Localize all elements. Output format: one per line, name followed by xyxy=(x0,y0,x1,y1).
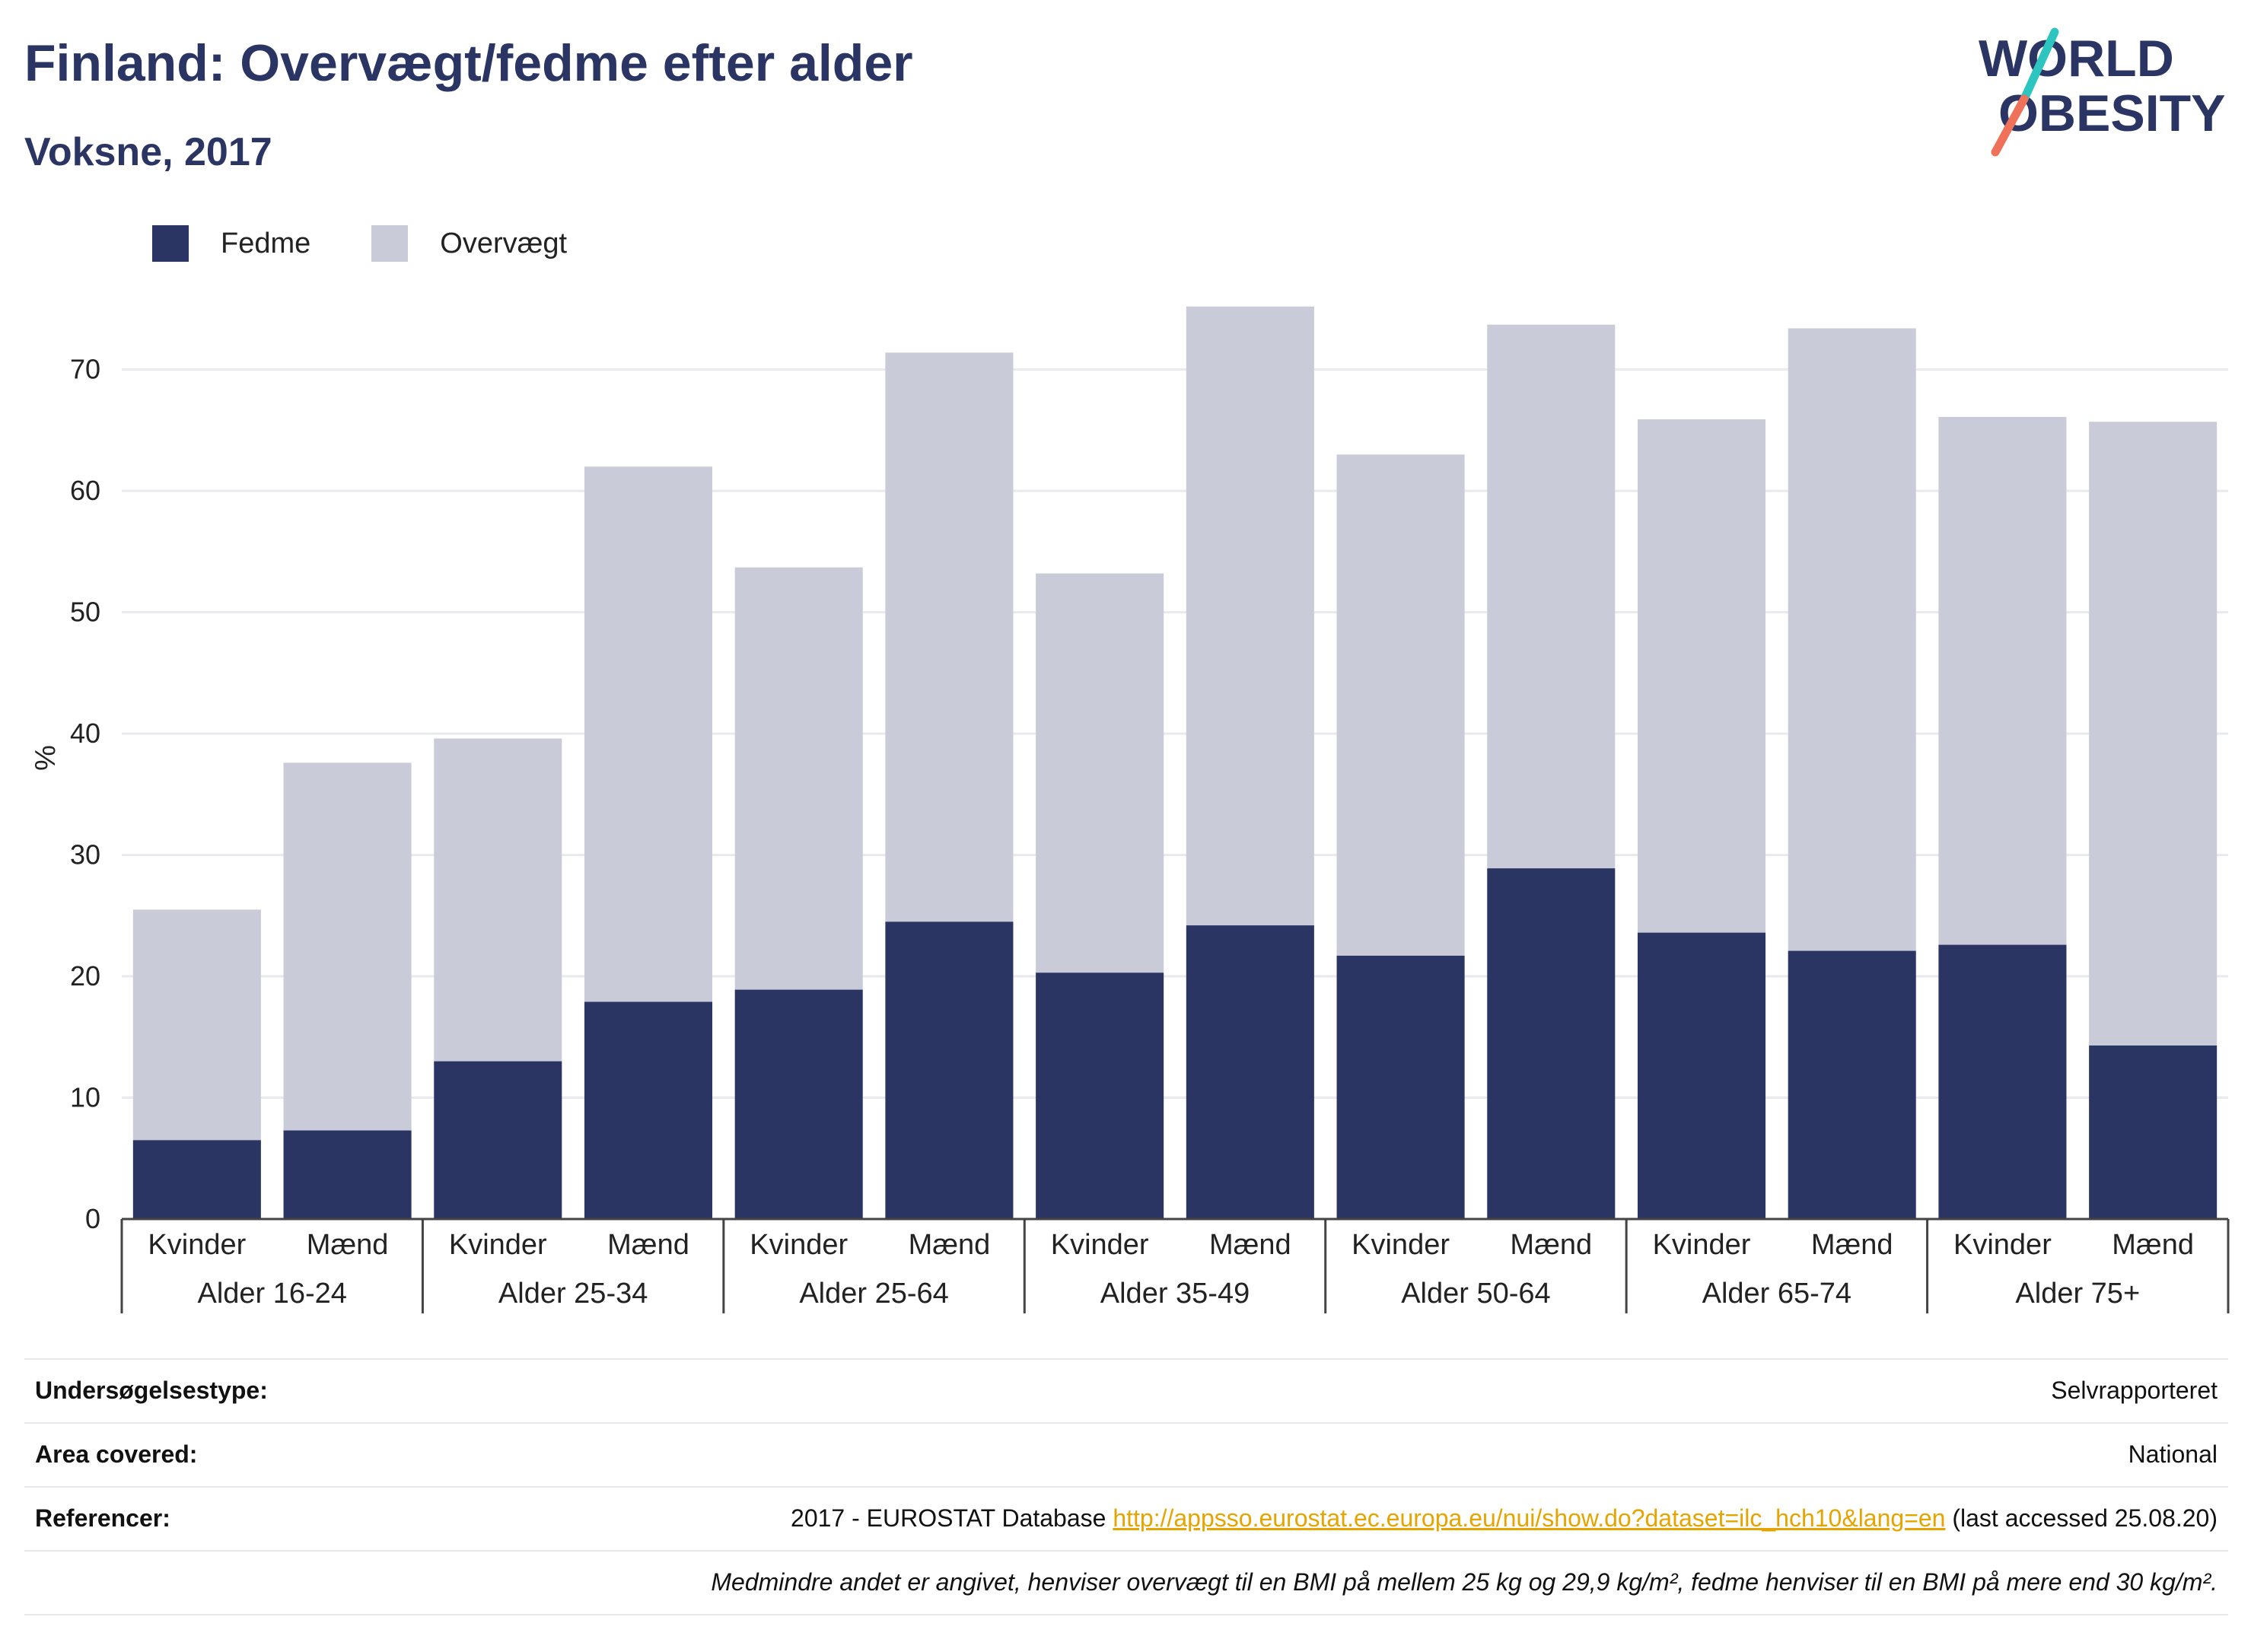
x-tick-label: Mænd xyxy=(307,1229,389,1261)
survey-type-value: Selvrapporteret xyxy=(2051,1377,2218,1404)
legend-label-fedme: Fedme xyxy=(221,227,311,259)
page-subtitle: Voksne, 2017 xyxy=(24,130,272,174)
legend-item-overvaegt: Overvægt xyxy=(371,225,567,262)
x-tick-label: Kvinder xyxy=(750,1229,848,1261)
group-label: Alder 50-64 xyxy=(1401,1278,1550,1310)
bar-fedme xyxy=(1637,932,1766,1219)
references-label: Referencer: xyxy=(35,1504,170,1532)
legend-swatch-overvaegt xyxy=(371,225,409,262)
bar-overvaegt xyxy=(1487,324,1616,869)
x-tick-label: Mænd xyxy=(1209,1229,1291,1261)
bar-fedme xyxy=(885,921,1014,1219)
area-covered-label: Area covered: xyxy=(35,1440,198,1468)
bar-fedme xyxy=(1186,925,1314,1219)
page-title: Finland: Overvægt/fedme efter alder xyxy=(24,34,913,92)
x-tick-label: Kvinder xyxy=(1352,1229,1450,1261)
group-label: Alder 16-24 xyxy=(197,1278,346,1310)
survey-type-label: Undersøgelsestype: xyxy=(35,1377,268,1404)
y-tick-label: 50 xyxy=(70,597,100,628)
metadata-table: Undersøgelsestype: Selvrapporteret Area … xyxy=(24,1358,2228,1615)
bar-fedme xyxy=(434,1061,562,1219)
y-tick-label: 40 xyxy=(70,718,100,749)
y-tick-label: 0 xyxy=(85,1203,100,1234)
bar-fedme xyxy=(1938,944,2067,1219)
meta-row-survey: Undersøgelsestype: Selvrapporteret xyxy=(24,1358,2228,1422)
bar-overvaegt xyxy=(1036,573,1164,973)
x-tick-label: Kvinder xyxy=(1653,1229,1751,1261)
x-tick-label: Kvinder xyxy=(1953,1229,2052,1261)
x-tick-label: Kvinder xyxy=(1051,1229,1149,1261)
bar-fedme xyxy=(1788,950,1916,1219)
bar-overvaegt xyxy=(1788,328,1916,951)
x-tick-label: Mænd xyxy=(2112,1229,2194,1261)
bar-fedme xyxy=(1036,972,1164,1219)
bar-fedme xyxy=(132,1140,261,1219)
legend-item-fedme: Fedme xyxy=(152,225,310,262)
y-axis-title: % xyxy=(30,745,62,771)
bar-overvaegt xyxy=(1637,419,1766,933)
bar-overvaegt xyxy=(885,352,1014,922)
bar-overvaegt xyxy=(283,762,412,1131)
legend-label-overvaegt: Overvægt xyxy=(440,227,568,259)
chart-legend: Fedme Overvægt xyxy=(152,225,628,262)
group-label: Alder 25-64 xyxy=(799,1278,948,1310)
x-tick-label: Mænd xyxy=(1510,1229,1592,1261)
x-tick-label: Kvinder xyxy=(148,1229,246,1261)
y-tick-label: 70 xyxy=(70,354,100,385)
definition-note: Medmindre andet er angivet, henviser ove… xyxy=(711,1568,2218,1596)
bar-fedme xyxy=(283,1130,412,1219)
group-label: Alder 65-74 xyxy=(1702,1278,1851,1310)
world-obesity-logo: WORLD OBESITY xyxy=(1979,27,2226,157)
bar-fedme xyxy=(2089,1045,2218,1219)
meta-row-area: Area covered: National xyxy=(24,1422,2228,1486)
y-tick-label: 30 xyxy=(70,839,100,871)
group-label: Alder 75+ xyxy=(2015,1278,2140,1310)
meta-row-references: Referencer: 2017 - EUROSTAT Database htt… xyxy=(24,1486,2228,1550)
y-tick-label: 20 xyxy=(70,960,100,992)
bar-overvaegt xyxy=(1186,306,1314,926)
references-value: 2017 - EUROSTAT Database http://appsso.e… xyxy=(791,1504,2218,1533)
group-label: Alder 25-34 xyxy=(498,1278,648,1310)
bar-fedme xyxy=(734,989,863,1219)
legend-swatch-fedme xyxy=(152,225,189,262)
bar-overvaegt xyxy=(434,738,562,1062)
x-tick-label: Mænd xyxy=(909,1229,991,1261)
y-tick-label: 10 xyxy=(70,1082,100,1113)
area-covered-value: National xyxy=(2128,1440,2218,1468)
bar-fedme xyxy=(1336,955,1465,1219)
reference-suffix: (last accessed 25.08.20) xyxy=(1945,1504,2218,1532)
bar-overvaegt xyxy=(132,909,261,1141)
meta-row-note: Medmindre andet er angivet, henviser ove… xyxy=(24,1550,2228,1615)
bar-overvaegt xyxy=(584,466,713,1002)
bar-fedme xyxy=(1487,868,1616,1219)
bar-overvaegt xyxy=(1336,454,1465,956)
svg-text:WORLD: WORLD xyxy=(1979,30,2174,88)
bar-overvaegt xyxy=(2089,422,2218,1046)
bar-fedme xyxy=(584,1001,713,1219)
svg-text:OBESITY: OBESITY xyxy=(1998,84,2226,142)
bar-overvaegt xyxy=(1938,416,2067,945)
x-tick-label: Mænd xyxy=(1811,1229,1893,1261)
x-tick-label: Kvinder xyxy=(449,1229,547,1261)
x-tick-label: Mænd xyxy=(607,1229,689,1261)
reference-link[interactable]: http://appsso.eurostat.ec.europa.eu/nui/… xyxy=(1113,1504,1946,1532)
group-label: Alder 35-49 xyxy=(1100,1278,1250,1310)
y-tick-label: 60 xyxy=(70,475,100,506)
reference-prefix: 2017 - EUROSTAT Database xyxy=(791,1504,1113,1532)
bar-overvaegt xyxy=(734,567,863,990)
stacked-bar-chart: 0 10 20 30 40 50 60 70% Kvinder Mænd Kvinder Mænd Kv… xyxy=(30,306,2230,1313)
